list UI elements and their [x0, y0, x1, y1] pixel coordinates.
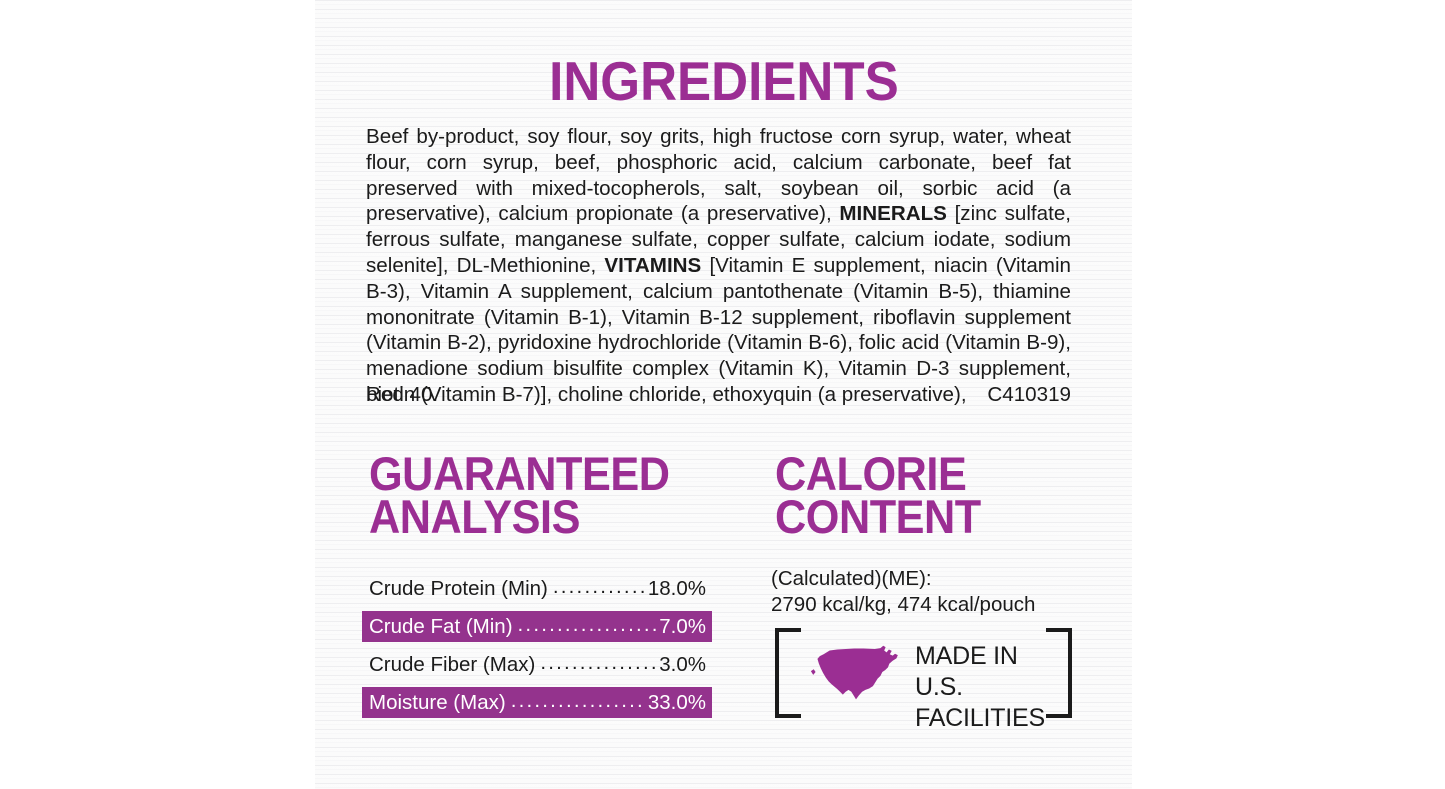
ingredients-heading: INGREDIENTS [315, 54, 1132, 109]
dot-leader: ........................................… [510, 691, 646, 712]
usa-map-icon [810, 645, 898, 700]
dot-leader: ........................................… [517, 615, 658, 636]
ingredients-text-run: Beef by-product, soy flour, soy grits, h… [366, 125, 1071, 226]
calorie-content-heading: CALORIE CONTENT [775, 447, 981, 544]
bracket-left-icon [775, 628, 801, 718]
made-in-us-facilities-text: MADE IN U.S. FACILITIES [915, 642, 1045, 732]
guaranteed-analysis-label: Crude Protein (Min) [369, 576, 548, 600]
lot-code: C410319 [987, 383, 1071, 406]
guaranteed-analysis-value: 7.0% [659, 614, 706, 638]
ingredients-group-heading: VITAMINS [604, 253, 702, 277]
ingredients-group-heading: MINERALS [839, 202, 947, 226]
bracket-right-icon [1046, 628, 1072, 718]
guaranteed-analysis-label: Crude Fiber (Max) [369, 652, 536, 676]
guaranteed-analysis-row: Crude Fiber (Max).......................… [362, 649, 712, 680]
ingredients-last-line: Red 40. C410319 [366, 382, 1071, 408]
package-label-panel [315, 0, 1132, 789]
guaranteed-analysis-label: Moisture (Max) [369, 690, 506, 714]
guaranteed-analysis-value: 33.0% [647, 690, 706, 714]
guaranteed-analysis-rows: Crude Protein (Min).....................… [362, 573, 712, 725]
guaranteed-analysis-row: Crude Fat (Min).........................… [362, 611, 712, 642]
ingredients-last-line-text: Red 40. [366, 383, 439, 406]
dot-leader: ........................................… [540, 653, 658, 674]
ingredients-heading-text: INGREDIENTS [548, 50, 899, 112]
guaranteed-analysis-label: Crude Fat (Min) [369, 614, 513, 638]
ingredients-body-text: Beef by-product, soy flour, soy grits, h… [366, 124, 1071, 408]
ingredients-text-run: [Vitamin E supplement, niacin (Vitamin B… [366, 253, 1071, 406]
calorie-content-body: (Calculated)(ME): 2790 kcal/kg, 474 kcal… [771, 567, 1036, 616]
dot-leader: ........................................… [552, 577, 646, 598]
guaranteed-analysis-row: Moisture (Max)..........................… [362, 687, 712, 718]
guaranteed-analysis-value: 18.0% [647, 576, 706, 600]
made-in-us-facilities-badge: MADE IN U.S. FACILITIES [775, 628, 1072, 732]
ingredients-text-run: [zinc sulfate, ferrous sulfate, manganes… [366, 202, 1071, 277]
guaranteed-analysis-value: 3.0% [659, 652, 706, 676]
guaranteed-analysis-heading: GUARANTEED ANALYSIS [369, 447, 670, 544]
guaranteed-analysis-row: Crude Protein (Min).....................… [362, 573, 712, 604]
